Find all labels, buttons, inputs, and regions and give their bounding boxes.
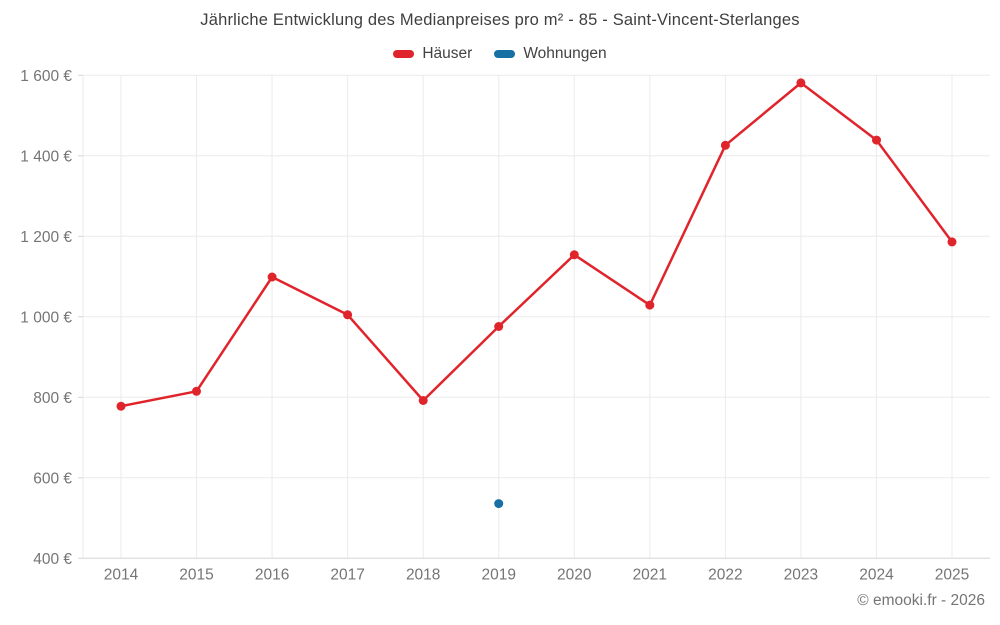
hauser-data-point[interactable] (267, 272, 277, 282)
x-tick-label: 2019 (481, 566, 515, 583)
hauser-data-point[interactable] (116, 401, 126, 411)
legend-marker-hauser-icon (393, 50, 415, 58)
legend-label-hauser: Häuser (422, 45, 473, 62)
hauser-data-point[interactable] (343, 310, 353, 320)
chart-legend: Häuser Wohnungen (0, 45, 1000, 63)
y-tick-label: 1 400 € (20, 148, 72, 165)
x-tick-label: 2025 (935, 566, 969, 583)
hauser-line (119, 81, 954, 408)
legend-marker-wohnungen-icon (494, 50, 516, 58)
y-tick-label: 400 € (33, 551, 72, 568)
copyright-text: © emooki.fr - 2026 (857, 592, 985, 609)
hauser-data-point[interactable] (796, 78, 806, 88)
x-tick-label: 2018 (406, 566, 440, 583)
x-tick-label: 2022 (708, 566, 742, 583)
hauser-data-point[interactable] (192, 386, 201, 396)
hauser-data-point[interactable] (418, 396, 428, 405)
x-tick-label: 2015 (179, 566, 213, 583)
x-tick-label: 2023 (784, 566, 818, 583)
hauser-data-point[interactable] (569, 250, 579, 260)
hauser-data-point[interactable] (645, 300, 655, 310)
wohnungen-data-point[interactable] (494, 499, 504, 509)
y-tick-label: 1 600 € (20, 68, 72, 85)
y-tick-label: 1 000 € (20, 309, 72, 326)
legend-item-hauser[interactable]: Häuser (393, 45, 472, 63)
hauser-data-point[interactable] (947, 237, 957, 247)
x-tick-label: 2021 (633, 566, 667, 583)
x-tick-label: 2024 (859, 566, 894, 583)
chart-title: Jährliche Entwicklung des Medianpreises … (200, 11, 800, 29)
y-tick-label: 600 € (33, 470, 72, 487)
hauser-data-point[interactable] (720, 140, 730, 150)
x-tick-label: 2017 (330, 566, 364, 583)
y-tick-label: 1 200 € (20, 229, 72, 246)
legend-label-wohnungen: Wohnungen (523, 45, 607, 62)
x-tick-label: 2020 (557, 566, 592, 583)
y-tick-label: 800 € (33, 390, 72, 407)
x-tick-label: 2016 (255, 566, 289, 583)
hauser-data-point[interactable] (872, 135, 881, 145)
legend-item-wohnungen[interactable]: Wohnungen (494, 45, 607, 63)
x-tick-label: 2014 (104, 566, 139, 583)
hauser-data-point[interactable] (494, 322, 504, 331)
